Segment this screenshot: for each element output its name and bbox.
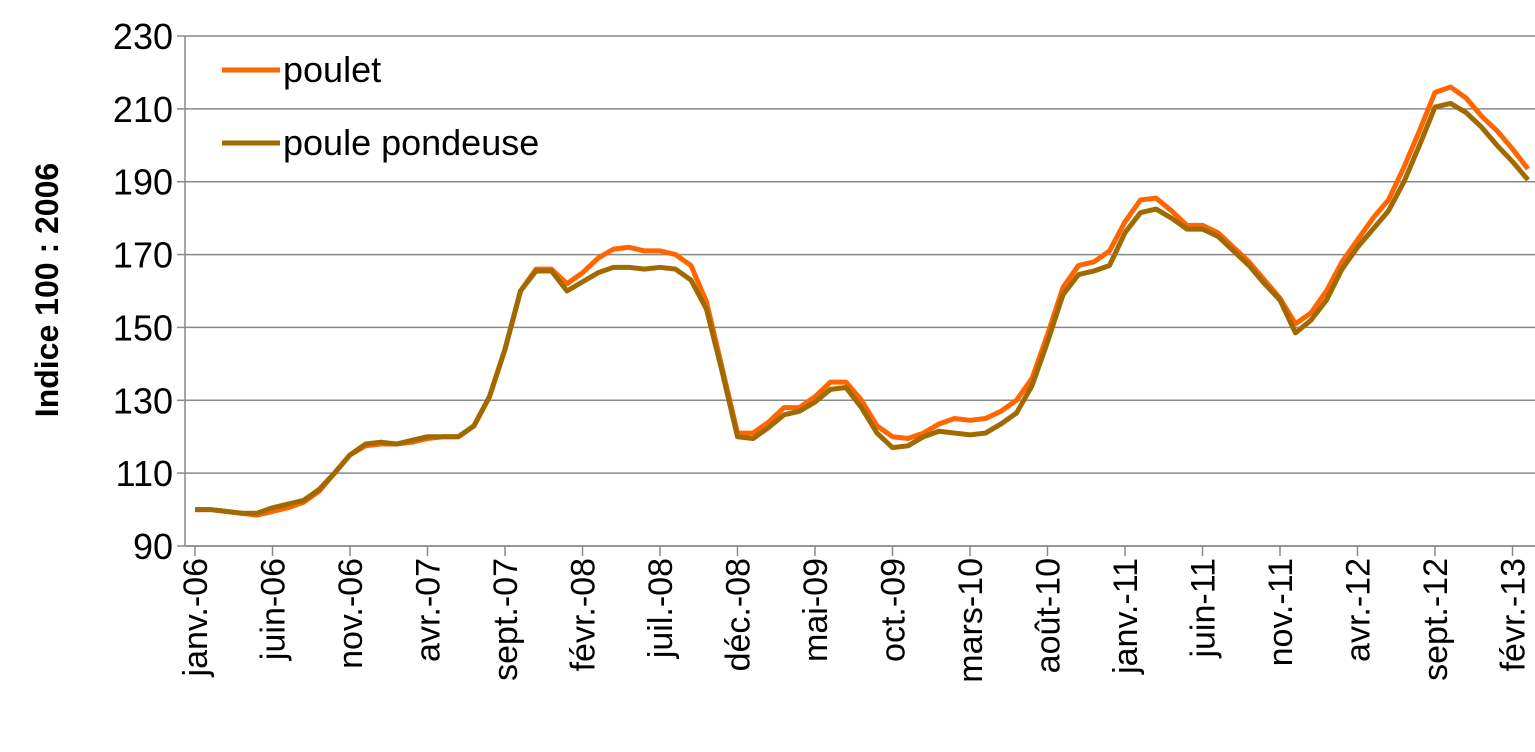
x-tick-label: févr.-08 [565,558,603,671]
x-tick-label: nov.-06 [332,558,370,669]
y-tick-label: 110 [116,453,173,494]
y-tick-label: 170 [113,235,173,276]
y-tick-label: 210 [113,89,173,130]
line-series [195,100,1530,516]
x-tick-label: oct.-09 [875,558,913,662]
x-tick-label: avr.-12 [1340,558,1378,662]
legend-label: poulet [283,49,381,90]
x-tick-label: juil.-08 [642,558,680,659]
x-tick-label: avr.-07 [410,558,448,662]
y-axis-title: Indice 100 : 2006 [29,163,65,417]
y-tick-label: 230 [113,16,173,57]
y-tick-label: 150 [113,307,173,348]
x-tick-label: mars-10 [952,558,990,683]
x-tick-label: janv.-06 [177,558,215,677]
y-tick-label: 190 [113,162,173,203]
x-tick-label: mai-09 [797,558,835,662]
x-tick-label: nov.-11 [1262,558,1300,666]
x-tick-label: janv.-11 [1107,558,1145,675]
x-tick-label: févr.-13 [1495,558,1533,671]
legend-label: poule pondeuse [283,122,539,163]
x-tick-label: sept.-07 [487,558,525,681]
x-tick-label: août-10 [1030,558,1068,673]
x-tick-label: sept.-12 [1417,558,1455,681]
x-tick-label: juin-06 [255,558,293,661]
y-tick-label: 130 [113,380,173,421]
y-tick-label: 90 [133,526,173,567]
x-tick-label: déc.-08 [720,558,758,671]
x-tick-label: juin-11 [1185,558,1223,659]
